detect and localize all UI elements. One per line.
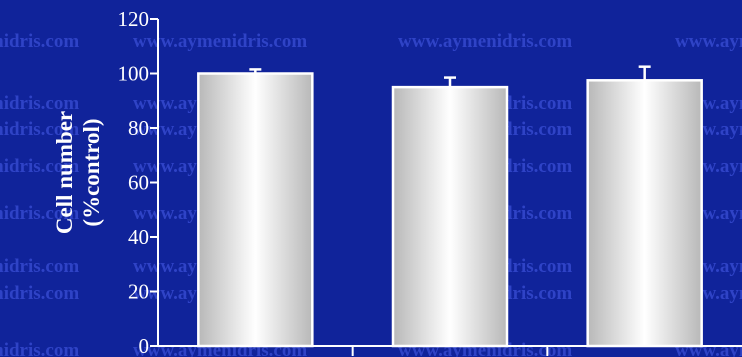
y-axis-label-line: Cell number — [52, 111, 77, 234]
bar — [391, 85, 509, 348]
y-tick-label: 100 — [118, 62, 150, 86]
bar — [586, 79, 703, 348]
y-ticks-layer: 0 20 40 60 80 100 120 — [118, 7, 158, 357]
y-axis-label-line: (%control) — [79, 118, 104, 226]
watermark-text: www.aymenidris.com — [0, 93, 79, 114]
y-tick-label: 20 — [128, 280, 149, 304]
watermark-text: www.aymenidris.com — [0, 119, 79, 140]
watermark-text: www.aymenidris.com — [0, 256, 79, 277]
watermark-text: www.aymenidris.com — [675, 31, 742, 52]
watermark-text: www.aymenidris.com — [0, 156, 79, 177]
y-tick-label: 60 — [128, 171, 149, 195]
bars-layer — [197, 65, 703, 348]
x-ticks-layer — [351, 346, 549, 356]
y-tick-label: 0 — [139, 334, 150, 357]
watermark-text: www.aymenidris.com — [0, 340, 79, 357]
watermark-text: www.aymenidris.com — [0, 203, 79, 224]
y-tick-label: 80 — [128, 116, 149, 140]
watermark-text: www.aymenidris.com — [0, 283, 79, 304]
y-tick-label: 40 — [128, 225, 149, 249]
watermark-text: www.aymenidris.com — [133, 31, 307, 52]
y-axis-label: Cell number(%control) — [52, 111, 104, 234]
watermark-text: www.aymenidris.com — [0, 31, 79, 52]
y-tick-label: 120 — [118, 7, 150, 31]
watermark-text: www.aymenidris.com — [398, 31, 572, 52]
bar — [197, 72, 314, 348]
